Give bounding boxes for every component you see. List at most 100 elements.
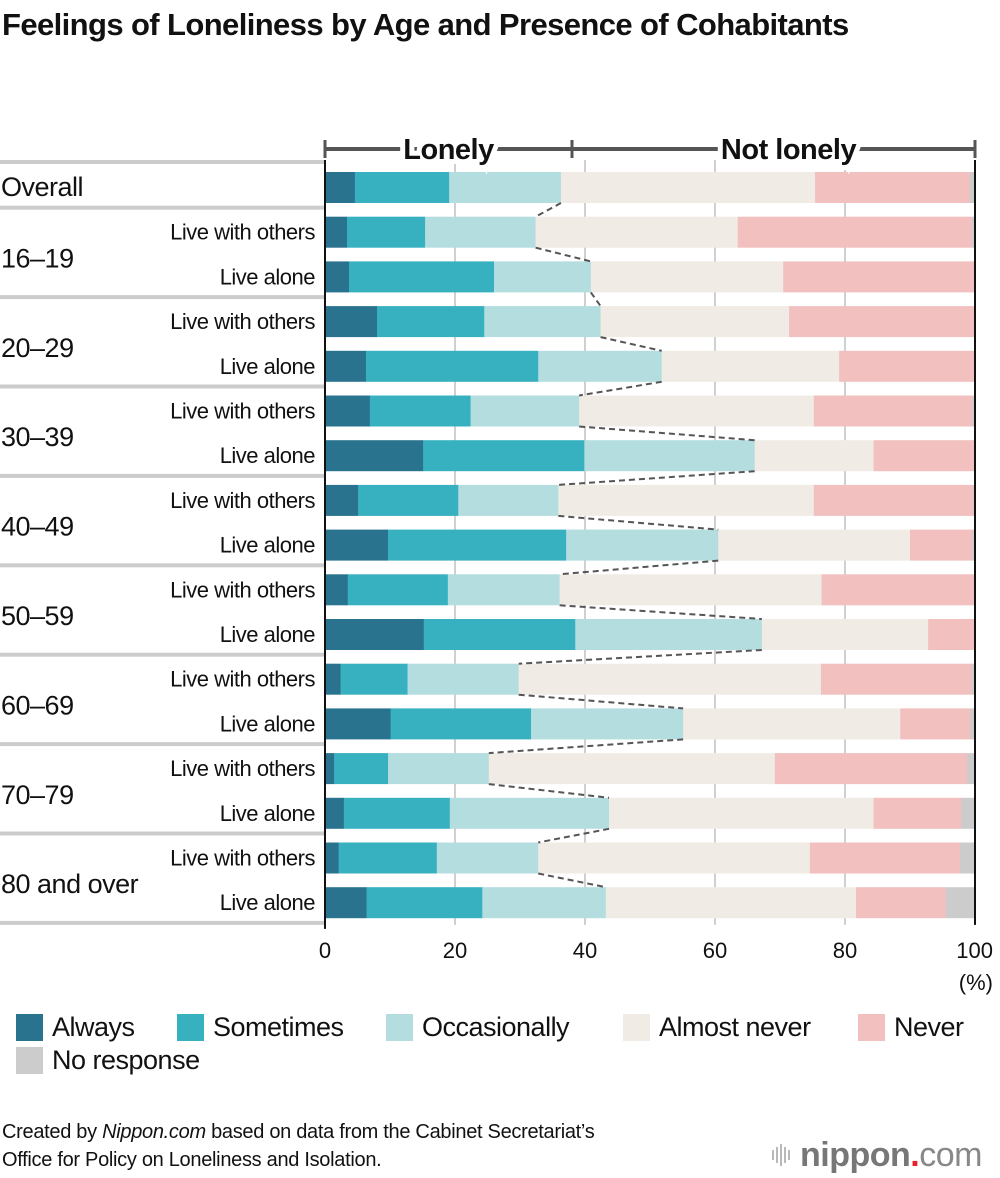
bar-segment-occasionally (538, 350, 662, 382)
bar-segment-no-response (971, 663, 976, 695)
bar-segment-no-response (945, 887, 976, 919)
bar-segment-occasionally (494, 261, 592, 293)
row-label: Live alone (220, 533, 316, 558)
bar-segment-no-response (969, 172, 976, 203)
bar-segment-never (839, 350, 976, 382)
row-label: Live with others (170, 756, 315, 781)
bar-segment-almost-never (535, 216, 739, 248)
lonely-boundary-connector (518, 649, 762, 665)
bar-segment-never (789, 306, 976, 338)
bar-segment-no-response (961, 797, 976, 829)
x-tick-label: 0 (319, 938, 331, 963)
bar-segment-almost-never (488, 753, 776, 785)
group-separator (0, 742, 325, 747)
lonely-boundary-connector (518, 693, 684, 710)
legend-item-almost-never: Almost never (623, 1012, 811, 1043)
lonely-boundary-connector (535, 246, 592, 263)
bar-segment-sometimes (347, 574, 449, 606)
lonely-boundary-connector (488, 783, 610, 799)
group-label: 20–29 (1, 333, 74, 363)
bar-segment-never (783, 261, 976, 293)
bar-segment-no-response (972, 529, 976, 561)
row-labels: Live with others Live alone Live with othe… (1, 172, 316, 915)
bar-segment-no-response (970, 708, 976, 740)
row-label: Live alone (220, 354, 316, 379)
row-label: Live alone (220, 711, 316, 736)
group-separator (0, 384, 325, 389)
legend-label: Occasionally (422, 1012, 570, 1042)
legend-swatch (16, 1014, 43, 1041)
bar-segment-sometimes (388, 529, 567, 561)
bar-segment-occasionally (584, 440, 755, 472)
x-tick-label: 100 (956, 938, 993, 963)
lonely-boundary-connector (559, 559, 719, 576)
lonely-boundary-connector (488, 738, 684, 755)
legend-swatch (386, 1014, 413, 1041)
bar-segment-almost-never (538, 842, 811, 874)
x-tick-label: 60 (703, 938, 727, 963)
bar-segment-occasionally (447, 574, 560, 606)
bar-segment-no-response (967, 753, 976, 785)
bar-segment-never (928, 619, 976, 650)
bar-segment-always (325, 842, 339, 874)
bar-segment-sometimes (340, 663, 408, 695)
bar-segment-occasionally (436, 842, 539, 874)
group-label: 80 and over (1, 869, 139, 899)
bar-segment-never (774, 753, 968, 785)
bar-segment-always (325, 529, 389, 561)
bar-segment-sometimes (354, 172, 450, 203)
bar-segment-sometimes (423, 440, 585, 472)
x-tick-label: 20 (443, 938, 467, 963)
nippon-logo: nippon.com (772, 1138, 982, 1172)
group-separator (0, 831, 325, 836)
group-separator (0, 563, 325, 568)
lonely-boundary-connector (590, 291, 602, 307)
bar-segment-occasionally (482, 887, 607, 919)
bar-segment-sometimes (347, 216, 426, 248)
logo-tld: com (919, 1136, 982, 1174)
logo-name: nippon (800, 1136, 911, 1174)
bar-segment-never (821, 574, 976, 606)
group-label: 60–69 (1, 690, 74, 720)
bar-segment-almost-never (661, 350, 840, 382)
bar-segment-sometimes (390, 708, 532, 740)
source-line-1: Created by Nippon.com based on data from… (2, 1118, 595, 1146)
bar-segment-occasionally (531, 708, 684, 740)
bar-segment-almost-never (683, 708, 901, 740)
bar-segment-almost-never (600, 306, 790, 338)
group-separator (0, 473, 325, 478)
legend-item-never: Never (858, 1012, 964, 1043)
bar-segment-sometimes (369, 395, 471, 427)
group-label: 40–49 (1, 512, 74, 542)
bar-segment-sometimes (365, 350, 539, 382)
x-tick-label: 80 (833, 938, 857, 963)
bar-segment-sometimes (349, 261, 495, 293)
bar-segment-occasionally (449, 797, 610, 829)
bar-segment-occasionally (388, 753, 490, 785)
legend-swatch (623, 1014, 650, 1041)
row-label: Live alone (220, 622, 316, 647)
lonely-boundary-connectors (488, 202, 762, 889)
row-label: Live with others (170, 846, 315, 871)
legend-item-no-response: No response (16, 1045, 200, 1076)
group-separator (0, 205, 325, 210)
bar-segment-always (325, 484, 359, 516)
bar-segment-never (873, 797, 962, 829)
bar-segment-always (325, 797, 345, 829)
group-label: 30–39 (1, 422, 74, 452)
bar-segment-occasionally (566, 529, 719, 561)
group-separator (0, 652, 325, 657)
bar-segment-occasionally (449, 172, 562, 203)
bar-segment-almost-never (761, 619, 929, 650)
chart-area: Live with others Live alone Live with othe… (0, 129, 993, 995)
row-label: Live alone (220, 443, 316, 468)
bar-segment-almost-never (559, 574, 822, 606)
bar-segment-almost-never (579, 395, 815, 427)
lonely-boundary-connector (535, 202, 562, 218)
source-line-2: Office for Policy on Loneliness and Isol… (2, 1149, 382, 1171)
lonely-brackets: Lonely Not lonely (323, 129, 977, 171)
lonely-boundary-connector (558, 470, 755, 486)
bar-segment-almost-never (609, 797, 874, 829)
lonely-boundary-connector (538, 827, 610, 844)
lonely-boundary-connector (538, 872, 606, 889)
